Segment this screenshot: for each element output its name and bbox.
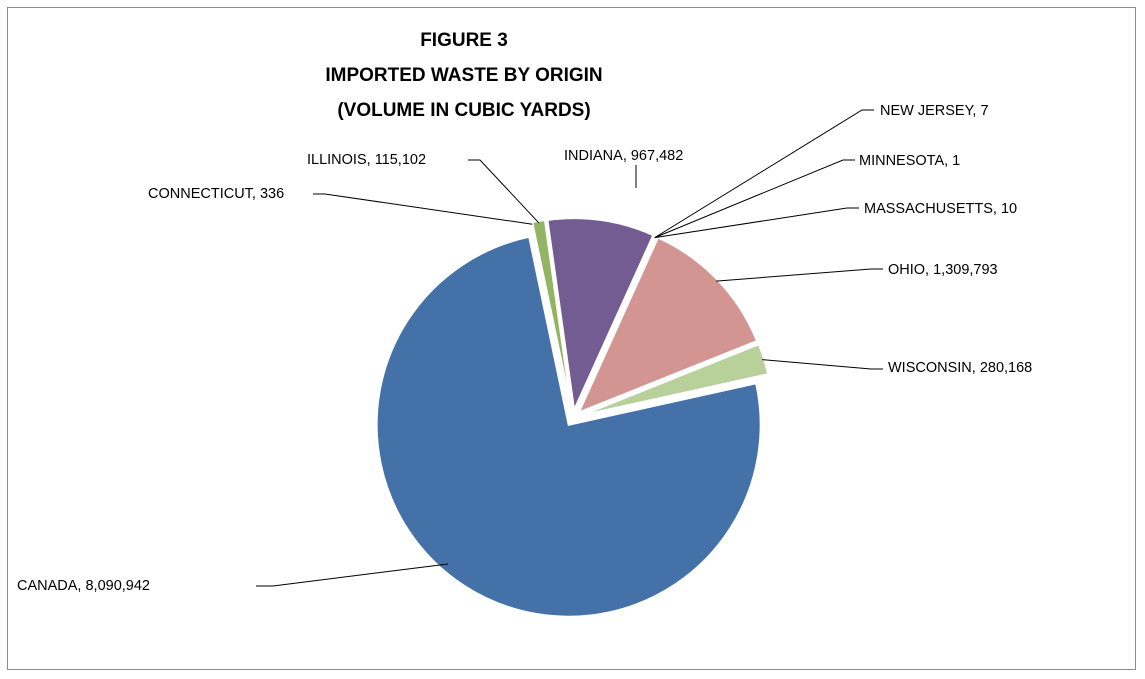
- leader-line-wisconsin: [762, 359, 883, 370]
- leader-line-illinois: [468, 159, 540, 224]
- title-line-3: (VOLUME IN CUBIC YARDS): [337, 100, 590, 121]
- data-label-minnesota: MINNESOTA, 1: [859, 153, 960, 169]
- data-labels: INDIANA, 967,482 NEW JERSEY, 7 MINNESOTA…: [17, 103, 1032, 594]
- pie-slices: [375, 217, 770, 618]
- data-label-massachusetts: MASSACHUSETTS, 10: [864, 201, 1017, 217]
- leader-lines: [256, 109, 883, 587]
- leader-line-new-jersey: [654, 109, 874, 239]
- data-label-ohio: OHIO, 1,309,793: [888, 262, 998, 278]
- title-line-2: IMPORTED WASTE BY ORIGIN: [325, 65, 602, 86]
- data-label-wisconsin: WISCONSIN, 280,168: [888, 360, 1032, 376]
- pie-slice-canada: [375, 235, 762, 618]
- pie-chart: FIGURE 3 IMPORTED WASTE BY ORIGIN (VOLUM…: [17, 30, 1032, 618]
- pie-slice-massachusetts: [576, 235, 656, 411]
- leader-line-massachusetts: [654, 207, 859, 239]
- leader-line-ohio: [716, 268, 883, 282]
- leader-line-connecticut: [313, 193, 533, 225]
- data-label-connecticut: CONNECTICUT, 336: [148, 186, 284, 202]
- leader-line-canada: [256, 563, 449, 587]
- data-label-illinois: ILLINOIS, 115,102: [307, 152, 426, 168]
- pie-slice-ohio: [576, 236, 759, 415]
- data-label-canada: CANADA, 8,090,942: [17, 578, 150, 594]
- chart-area: FIGURE 3 IMPORTED WASTE BY ORIGIN (VOLUM…: [7, 7, 1136, 670]
- data-label-indiana: INDIANA, 967,482: [564, 148, 683, 164]
- leader-line-minnesota: [654, 159, 855, 239]
- pie-slice-illinois: [531, 218, 573, 411]
- pie-slice-minnesota: [576, 235, 656, 411]
- pie-slice-new-jersey: [576, 235, 656, 411]
- data-label-new-jersey: NEW JERSEY, 7: [880, 103, 989, 119]
- pie-slice-wisconsin: [580, 342, 770, 417]
- pie-slice-indiana: [546, 217, 655, 414]
- chart-title: FIGURE 3 IMPORTED WASTE BY ORIGIN (VOLUM…: [325, 30, 602, 121]
- title-line-1: FIGURE 3: [420, 30, 508, 51]
